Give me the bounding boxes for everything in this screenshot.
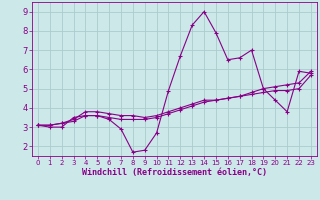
X-axis label: Windchill (Refroidissement éolien,°C): Windchill (Refroidissement éolien,°C) [82, 168, 267, 177]
